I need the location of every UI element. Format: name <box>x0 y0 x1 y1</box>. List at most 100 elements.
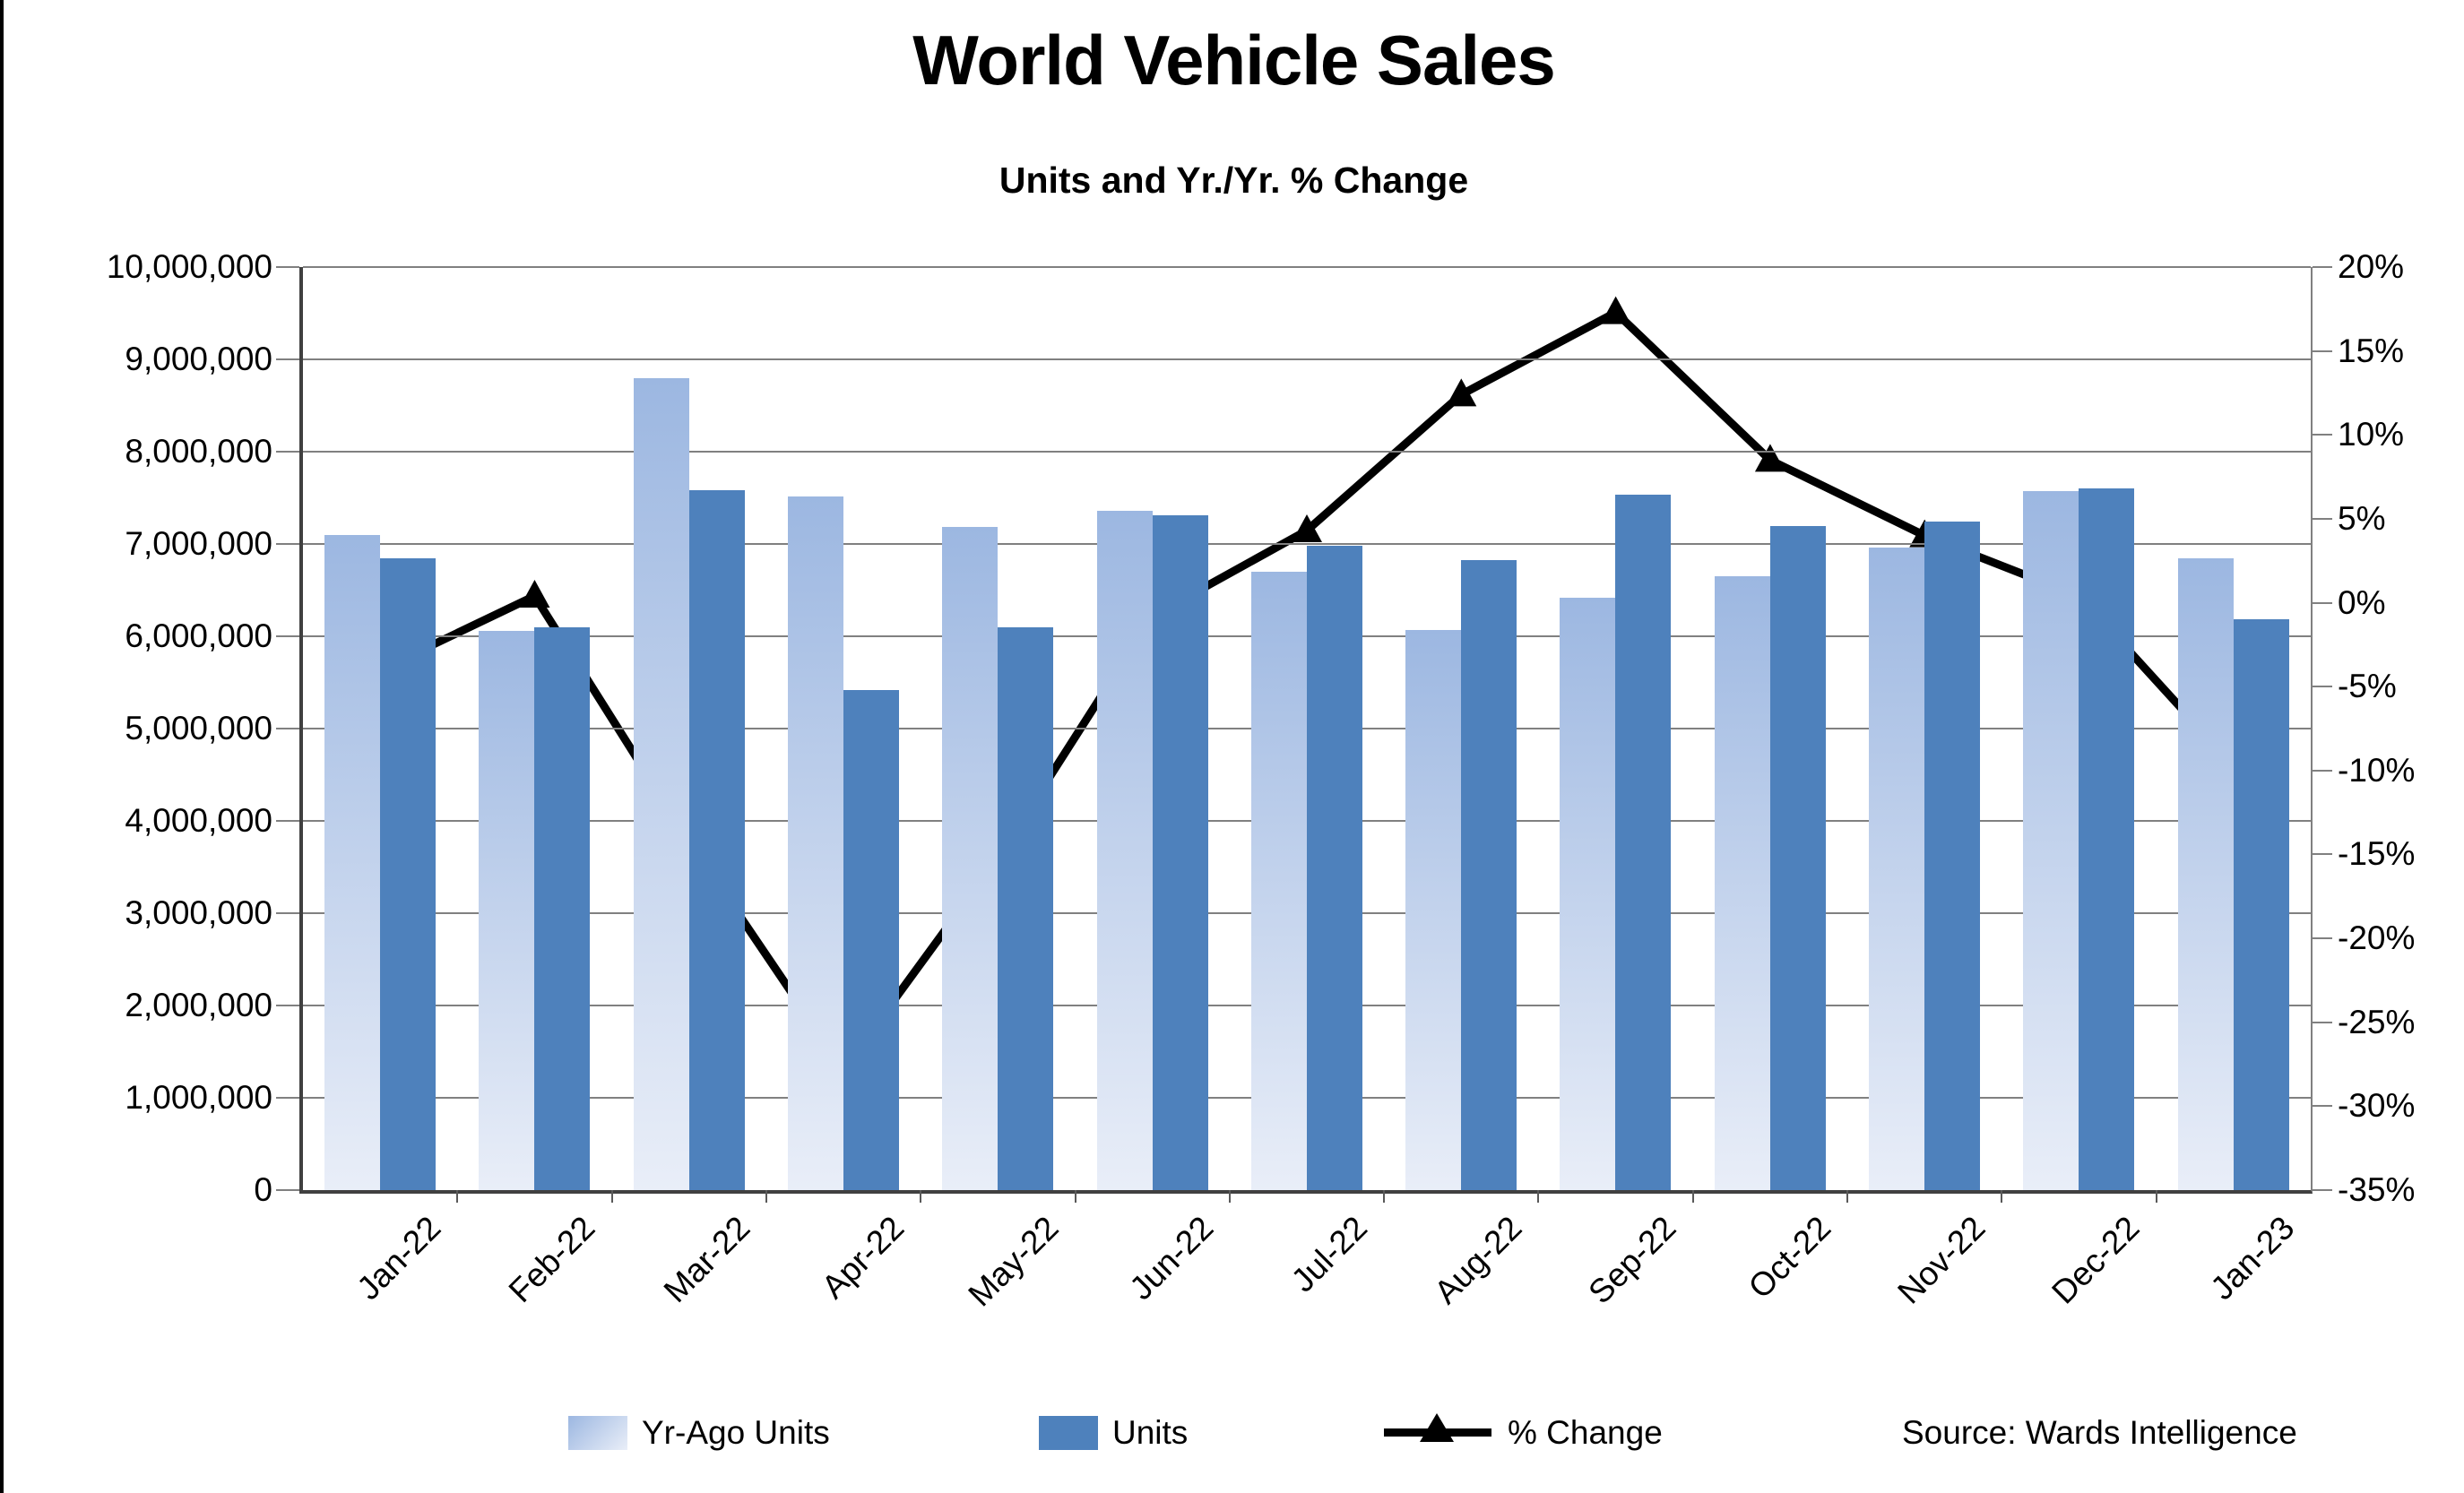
legend-triangle-marker-icon <box>1420 1413 1454 1442</box>
x-axis-label: Sep-22 <box>1581 1209 1683 1311</box>
right-axis-tick-label: 0% <box>2338 583 2386 621</box>
left-axis-tick-label: 2,000,000 <box>125 987 272 1023</box>
bar-units <box>380 558 436 1190</box>
source-note: Source: Wards Intelligence <box>1902 1414 2297 1451</box>
x-axis-tick <box>920 1190 922 1203</box>
x-axis-tick <box>1846 1190 1849 1203</box>
right-axis-tick-label: -25% <box>2338 1003 2416 1040</box>
left-axis-tick <box>276 358 299 360</box>
left-axis-tick-label: 3,000,000 <box>125 894 272 931</box>
right-axis-tick-label: -15% <box>2338 835 2416 873</box>
x-axis-tick <box>1228 1190 1231 1203</box>
bar-yr-ago-units <box>2177 558 2234 1190</box>
x-axis-tick <box>2001 1190 2003 1203</box>
x-axis-label: Mar-22 <box>656 1209 757 1310</box>
x-axis-tick <box>1074 1190 1076 1203</box>
plot-area <box>276 266 2332 1203</box>
legend-swatch-units <box>1039 1416 1098 1450</box>
left-axis-tick-label: 4,000,000 <box>125 802 272 839</box>
x-axis-label: Jun-22 <box>1121 1209 1220 1307</box>
bar-yr-ago-units <box>942 527 999 1190</box>
chart-subtitle: Units and Yr./Yr. % Change <box>999 160 1469 201</box>
bar-units <box>1769 526 1826 1190</box>
right-axis-tick-label: -10% <box>2338 751 2416 789</box>
pct-change-marker <box>1292 514 1322 543</box>
left-axis-tick <box>276 1097 299 1099</box>
bar-yr-ago-units <box>1560 597 1616 1190</box>
left-axis-tick <box>276 728 299 729</box>
x-axis-tick <box>456 1190 459 1203</box>
gridline <box>303 358 2311 360</box>
legend-label-pct-change: % Change <box>1508 1414 1663 1451</box>
bar-yr-ago-units <box>787 496 843 1190</box>
left-axis-tick-label: 0 <box>254 1171 272 1208</box>
bar-units <box>1461 559 1517 1190</box>
left-axis-tick <box>276 451 299 453</box>
right-axis-tick <box>2313 434 2332 436</box>
pct-change-marker <box>519 580 550 608</box>
left-axis-tick <box>276 912 299 914</box>
right-axis-tick <box>2313 937 2332 940</box>
left-axis-tick <box>276 635 299 637</box>
left-axis-tick <box>276 1005 299 1006</box>
x-axis-tick <box>610 1190 613 1203</box>
pct-change-marker <box>1754 444 1785 472</box>
right-axis-tick <box>2313 1021 2332 1023</box>
left-axis-tick-label: 10,000,000 <box>106 248 272 285</box>
right-axis-tick <box>2313 601 2332 604</box>
left-axis-tick-label: 9,000,000 <box>125 341 272 377</box>
right-axis-tick-label: -5% <box>2338 668 2397 705</box>
bar-units <box>843 689 899 1190</box>
bar-yr-ago-units <box>1869 548 1925 1190</box>
bar-units <box>688 490 745 1190</box>
x-axis-tick <box>2155 1190 2157 1203</box>
legend-swatch-yr-ago-units <box>568 1416 627 1450</box>
gridline <box>303 543 2311 545</box>
pct-change-marker <box>1446 378 1477 407</box>
bar-units <box>1152 515 1208 1190</box>
right-axis-tick-label: -30% <box>2338 1087 2416 1125</box>
x-axis-label: Oct-22 <box>1741 1209 1838 1306</box>
right-axis-tick-label: -20% <box>2338 919 2416 957</box>
chart-title: World Vehicle Sales <box>912 21 1556 99</box>
left-axis-tick-label: 6,000,000 <box>125 617 272 654</box>
x-axis-label: Nov-22 <box>1890 1209 1993 1311</box>
bar-yr-ago-units <box>1096 510 1153 1190</box>
x-axis-tick <box>1691 1190 1694 1203</box>
gridline <box>303 266 2311 268</box>
right-axis-tick <box>2313 853 2332 856</box>
left-axis-tick-label: 7,000,000 <box>125 525 272 562</box>
bar-units <box>1306 546 1362 1190</box>
bar-units <box>534 626 591 1190</box>
bar-yr-ago-units <box>633 377 689 1190</box>
right-axis-tick-label: 20% <box>2338 248 2405 285</box>
left-axis-tick-label: 8,000,000 <box>125 433 272 470</box>
legend-label-yr-ago-units: Yr-Ago Units <box>642 1414 830 1451</box>
right-axis-tick-label: 5% <box>2338 499 2386 537</box>
x-axis-label: Apr-22 <box>814 1209 912 1306</box>
right-axis-tick <box>2313 1189 2332 1191</box>
left-axis-tick <box>276 266 299 268</box>
x-axis-label: Jul-22 <box>1284 1209 1375 1299</box>
bar-units <box>2233 619 2289 1190</box>
x-axis-tick <box>1383 1190 1386 1203</box>
right-axis-tick <box>2313 769 2332 772</box>
x-axis-label: Feb-22 <box>501 1209 602 1310</box>
bar-units <box>1924 522 1981 1190</box>
bar-units <box>998 626 1054 1190</box>
x-axis-label: Dec-22 <box>2045 1209 2147 1311</box>
pct-change-marker <box>1600 296 1631 324</box>
right-axis-tick <box>2313 350 2332 352</box>
bar-units <box>1615 495 1672 1190</box>
gridline <box>303 451 2311 453</box>
left-axis-tick <box>276 543 299 545</box>
left-axis-tick <box>276 1189 299 1191</box>
right-axis-tick <box>2313 517 2332 520</box>
bar-yr-ago-units <box>1405 629 1462 1190</box>
left-axis-tick <box>276 820 299 822</box>
right-axis-tick <box>2313 266 2332 268</box>
x-axis-label: Jan-23 <box>2203 1209 2302 1307</box>
x-axis-tick <box>765 1190 767 1203</box>
right-axis-tick <box>2313 1105 2332 1108</box>
